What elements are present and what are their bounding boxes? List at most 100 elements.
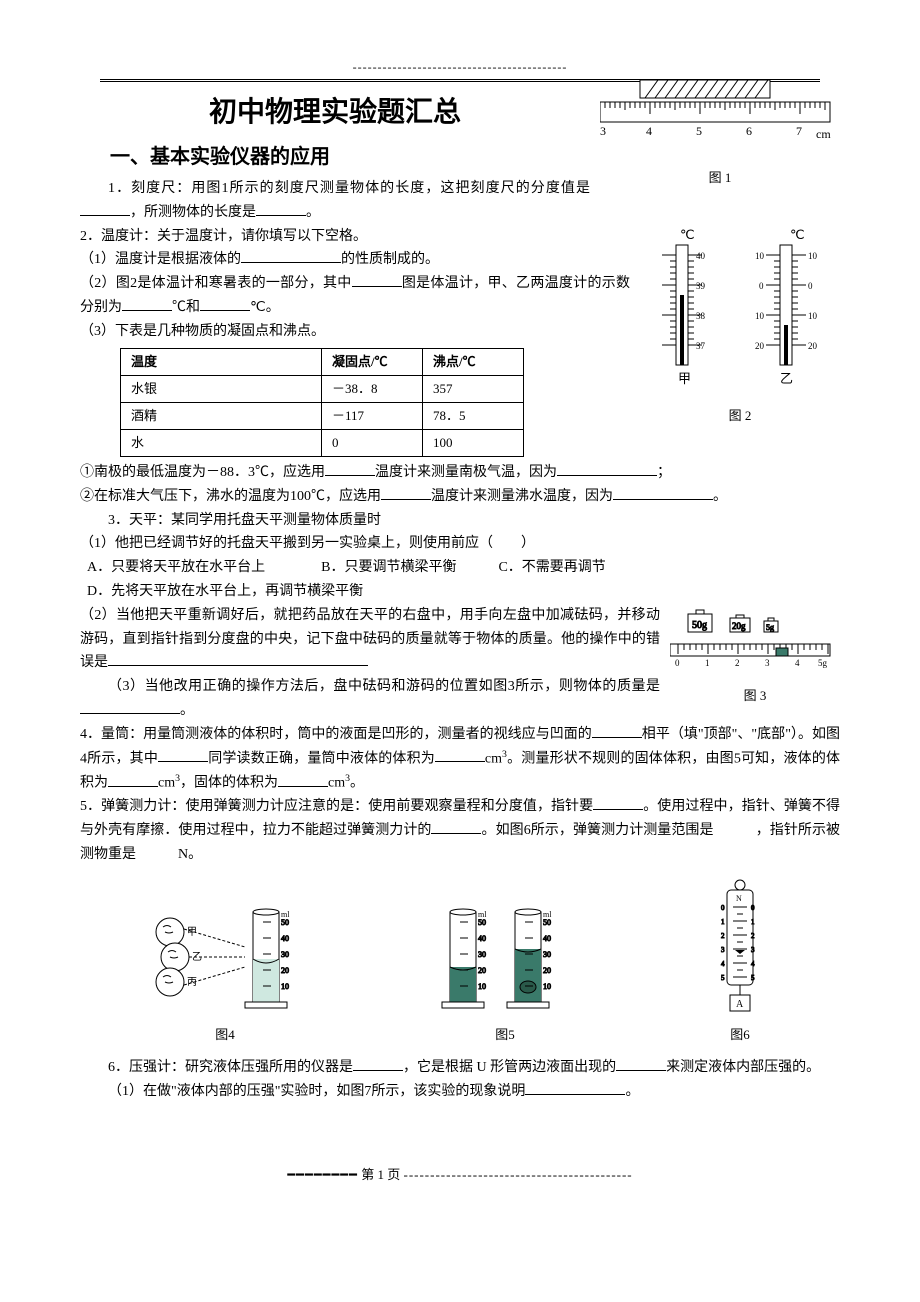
q3-optB: B．只要调节横梁平衡 [321, 560, 456, 575]
svg-text:2: 2 [721, 932, 725, 940]
svg-text:甲: 甲 [678, 371, 691, 386]
svg-text:2: 2 [751, 932, 755, 940]
svg-text:0: 0 [721, 904, 725, 912]
svg-text:37: 37 [696, 341, 706, 351]
svg-text:1: 1 [705, 658, 710, 668]
q5: 5．弹簧测力计：使用弹簧测力计应注意的是：使用前要观察量程和分度值，指针要。使用… [80, 795, 840, 866]
svg-text:3: 3 [600, 124, 606, 138]
svg-text:10: 10 [281, 982, 289, 991]
figure-row-456: 甲 乙 丙 ml 50 40 30 20 [80, 877, 840, 1046]
cylinder5-icon: ml 50 40 30 20 10 ml [435, 897, 575, 1017]
q1-b: ，所测物体的长度是 [130, 205, 256, 220]
svg-text:5: 5 [751, 974, 755, 982]
svg-text:40: 40 [543, 934, 551, 943]
body: 1．刻度尺：用图1所示的刻度尺测量物体的长度，这把刻度尺的分度值是 ，所测物体的长… [80, 177, 840, 1104]
q1-a: 1．刻度尺：用图1所示的刻度尺测量物体的长度，这把刻度尺的分度值是 [108, 181, 590, 196]
svg-text:10: 10 [808, 311, 818, 321]
q1-c: 。 [306, 205, 320, 220]
svg-text:50: 50 [281, 918, 289, 927]
svg-text:50: 50 [543, 918, 551, 927]
page: ----------------------------------------… [0, 0, 920, 1223]
svg-text:0: 0 [751, 904, 755, 912]
svg-text:1: 1 [751, 918, 755, 926]
figure-5: ml 50 40 30 20 10 ml [435, 897, 575, 1046]
svg-text:N: N [736, 894, 742, 903]
page-footer: ━━━━━━━━ 第 1 页 -------------------------… [80, 1164, 840, 1183]
q3-optD: D．先将天平放在水平台上，再调节横梁平衡 [80, 580, 840, 604]
table-row: 水银 －38．8 357 [121, 375, 524, 402]
q3-opts: A．只要将天平放在水平台上 B．只要调节横梁平衡 C．不需要再调节 [80, 556, 840, 580]
svg-text:10: 10 [755, 251, 765, 261]
svg-text:5: 5 [721, 974, 725, 982]
svg-text:10: 10 [755, 311, 765, 321]
q3-optA: A．只要将天平放在水平台上 [87, 560, 265, 575]
figure-3: 50g 20g 5g [670, 604, 840, 707]
q6-p1: （1）在做"液体内部的压强"实验时，如图7所示，该实验的现象说明。 [80, 1080, 840, 1104]
svg-text:38: 38 [696, 311, 706, 321]
figure-6: N 00 11 22 33 44 55 A 图6 [705, 877, 775, 1046]
fig3-caption: 图 3 [670, 685, 840, 707]
q3-optC: C．不需要再调节 [498, 560, 605, 575]
svg-text:A: A [736, 999, 744, 1010]
svg-text:℃: ℃ [680, 227, 695, 242]
svg-text:10: 10 [543, 982, 551, 991]
svg-text:3: 3 [721, 946, 725, 954]
cylinder4-icon: 甲 乙 丙 ml 50 40 30 20 [145, 897, 305, 1017]
svg-text:0: 0 [808, 281, 813, 291]
svg-text:4: 4 [721, 960, 725, 968]
svg-text:4: 4 [751, 960, 755, 968]
thermometer-icon: ℃ ℃ [640, 225, 840, 395]
q2-t2: ②在标准大气压下，沸水的温度为100℃，应选用温度计来测量沸水温度，因为。 [80, 485, 840, 509]
svg-text:3: 3 [765, 658, 770, 668]
svg-text:50g: 50g [692, 620, 707, 631]
svg-text:丙: 丙 [187, 977, 197, 988]
svg-text:50: 50 [478, 918, 486, 927]
svg-text:20g: 20g [732, 621, 746, 631]
svg-text:5g: 5g [818, 658, 828, 668]
q1-text: 1．刻度尺：用图1所示的刻度尺测量物体的长度，这把刻度尺的分度值是 ，所测物体的长… [80, 177, 600, 225]
fig2-caption: 图 2 [640, 405, 840, 427]
spring-scale-icon: N 0 0 1 1 2 2 3 3 4 4 5 5 A [705, 877, 775, 1017]
svg-text:20: 20 [281, 966, 289, 975]
page-number: 第 1 页 [361, 1167, 400, 1182]
table-row: 酒精 －117 78．5 [121, 402, 524, 429]
svg-text:1: 1 [721, 918, 725, 926]
q3-intro: 3．天平：某同学用托盘天平测量物体质量时 [80, 509, 840, 533]
figure-2: ℃ ℃ [640, 225, 840, 428]
svg-text:10: 10 [478, 982, 486, 991]
svg-text:40: 40 [478, 934, 486, 943]
fig1-caption: 图 1 [600, 167, 840, 186]
svg-text:4: 4 [795, 658, 800, 668]
figure-4: 甲 乙 丙 ml 50 40 30 20 [145, 897, 305, 1046]
svg-text:0: 0 [675, 658, 680, 668]
svg-text:20: 20 [808, 341, 818, 351]
svg-text:2: 2 [735, 658, 740, 668]
svg-text:乙: 乙 [780, 371, 793, 386]
svg-text:4: 4 [646, 124, 652, 138]
svg-text:℃: ℃ [790, 227, 805, 242]
q6: 6．压强计：研究液体压强所用的仪器是，它是根据 U 形管两边液面出现的来测定液体… [80, 1056, 840, 1080]
svg-text:7: 7 [796, 124, 802, 138]
q2-t1: ①南极的最低温度为－88．3℃，应选用温度计来测量南极气温，因为； [80, 461, 840, 485]
svg-text:0: 0 [759, 281, 764, 291]
svg-text:5g: 5g [766, 623, 774, 632]
svg-text:20: 20 [755, 341, 765, 351]
svg-text:30: 30 [543, 950, 551, 959]
table-row: 水 0 100 [121, 429, 524, 456]
q4: 4．量筒：用量筒测液体的体积时，筒中的液面是凹形的，测量者的视线应与凹面的相平（… [80, 723, 840, 796]
svg-text:39: 39 [696, 281, 706, 291]
svg-text:6: 6 [746, 124, 752, 138]
q3-p1: （1）他把已经调节好的托盘天平搬到另一实验桌上，则使用前应（ ） [80, 532, 840, 556]
svg-text:20: 20 [543, 966, 551, 975]
svg-text:cm: cm [816, 127, 831, 141]
svg-text:30: 30 [281, 950, 289, 959]
figure-1: 3 4 5 6 7 cm 图 1 [600, 80, 840, 186]
svg-text:5: 5 [696, 124, 702, 138]
svg-text:3: 3 [751, 946, 755, 954]
svg-text:20: 20 [478, 966, 486, 975]
freezing-boiling-table: 温度 凝固点/℃ 沸点/℃ 水银 －38．8 357 酒精 －117 78．5 … [120, 348, 524, 457]
svg-text:40: 40 [696, 251, 706, 261]
ruler-icon: 3 4 5 6 7 cm [600, 80, 840, 160]
top-dash: ----------------------------------------… [80, 60, 840, 75]
svg-text:10: 10 [808, 251, 818, 261]
